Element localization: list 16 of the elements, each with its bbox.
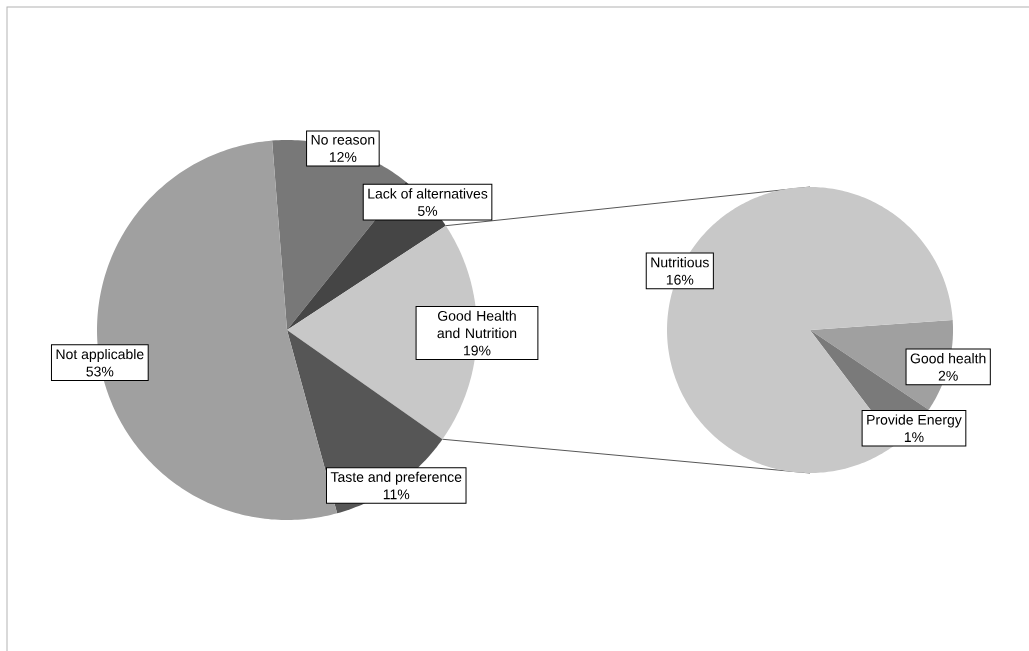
data-label: 2% [938, 370, 958, 381]
data-label: 1% [904, 432, 924, 442]
data-label: 5% [417, 206, 438, 216]
slice-label: Good health [910, 353, 986, 364]
slice-label: Taste and preference [330, 471, 462, 485]
data-label: 16% [666, 274, 694, 285]
slice-label: No reason [311, 134, 375, 145]
slice-label: Not applicable [56, 348, 144, 362]
slice-label: Provide Energy [867, 414, 962, 428]
slice-label: Good Health and Nutrition [437, 310, 517, 339]
data-label: 19% [464, 345, 491, 356]
slice-label: Lack of alternatives [368, 188, 488, 199]
slice-label: Nutritious [651, 257, 709, 268]
data-label: 53% [86, 366, 114, 377]
data-label: 12% [329, 152, 357, 162]
data-label: 11% [383, 489, 410, 500]
